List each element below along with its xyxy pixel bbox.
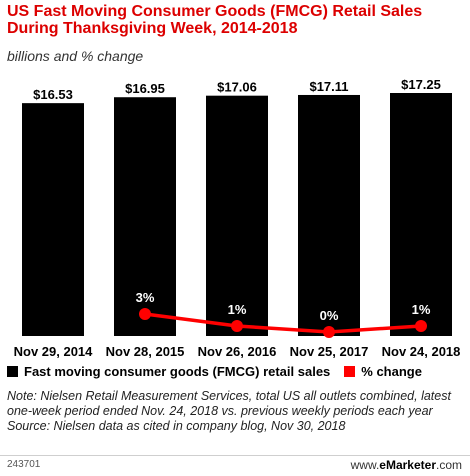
pct-change-line: [144, 312, 422, 334]
x-tick-label-4: Nov 24, 2018: [382, 344, 461, 359]
pct-point-3: [323, 326, 335, 338]
source-text: Source: Nielsen data as cited in company…: [7, 419, 346, 433]
bar-2: [206, 95, 268, 337]
legend-item-change: % change: [344, 364, 422, 379]
chart-subtitle: billions and % change: [7, 48, 144, 64]
chart-plot: $16.53 Nov 29, 2014 $16.95 Nov 28, 2015 $17.…: [14, 77, 461, 359]
pct-point-4: [415, 320, 427, 332]
chart-footer: 243701 www.eMarketer.com: [0, 455, 470, 476]
x-tick-label-0: Nov 29, 2014: [14, 344, 94, 359]
pct-point-1: [139, 308, 151, 320]
pct-point-2: [231, 320, 243, 332]
chart-notes: Note: Nielsen Retail Measurement Service…: [7, 389, 465, 434]
bar-value-label-1: $16.95: [125, 81, 165, 96]
pct-label-4: 1%: [412, 302, 431, 317]
brand-name: eMarketer: [379, 458, 436, 472]
pct-label-3: 0%: [320, 308, 339, 323]
pct-label-1: 3%: [136, 290, 155, 305]
bar-value-label-2: $17.06: [217, 80, 257, 95]
pct-label-2: 1%: [228, 302, 247, 317]
chart-id: 243701: [7, 459, 41, 470]
bar-value-label-0: $16.53: [33, 87, 73, 102]
legend-swatch-change: [344, 366, 356, 377]
note-text: Note: Nielsen Retail Measurement Service…: [7, 389, 451, 418]
legend-label-change: % change: [361, 364, 422, 379]
bar-0: [22, 103, 84, 336]
legend-label-sales: Fast moving consumer goods (FMCG) retail…: [24, 364, 331, 379]
brand-logo: www.eMarketer.com: [351, 458, 462, 472]
x-tick-label-2: Nov 26, 2016: [198, 344, 277, 359]
legend-item-sales: Fast moving consumer goods (FMCG) retail…: [7, 364, 330, 379]
bar-value-label-3: $17.11: [309, 79, 348, 94]
x-tick-label-1: Nov 28, 2015: [106, 344, 185, 359]
brand-suffix: .com: [435, 458, 462, 472]
bar-4: [390, 93, 452, 336]
legend-swatch-sales: [7, 366, 18, 377]
bar-3: [298, 94, 360, 337]
bar-value-label-4: $17.25: [401, 77, 441, 92]
chart-legend: Fast moving consumer goods (FMCG) retail…: [7, 364, 467, 379]
x-tick-label-3: Nov 25, 2017: [290, 344, 369, 359]
chart-title: US Fast Moving Consumer Goods (FMCG) Ret…: [7, 3, 423, 37]
brand-prefix: www.: [350, 458, 380, 472]
bar-1: [114, 97, 176, 336]
